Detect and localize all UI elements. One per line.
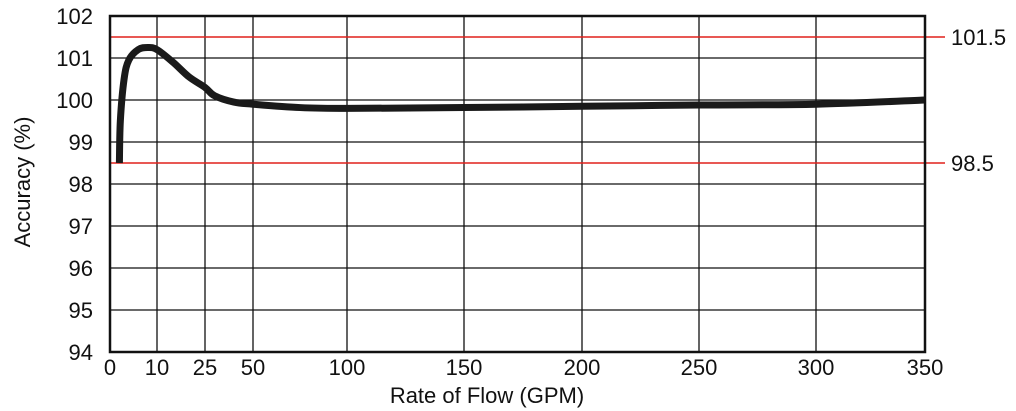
y-tick-label: 98 [69,172,93,197]
x-tick-label: 250 [681,355,718,380]
series-layer [115,43,926,164]
x-tick-label: 350 [907,355,944,380]
x-tick-labels: 0 10 25 50 100 150 200 250 300 350 [104,355,943,380]
y-tick-label: 100 [56,88,93,113]
x-tick-label: 100 [329,355,366,380]
y-tick-label: 101 [56,46,93,71]
x-tick-label: 25 [193,355,217,380]
x-tick-label: 10 [145,355,169,380]
y-tick-label: 95 [69,298,93,323]
y-tick-label: 94 [69,340,93,365]
x-tick-label: 50 [241,355,265,380]
plot-border [108,14,927,354]
x-axis-label: Rate of Flow (GPM) [390,383,584,408]
series-line [115,43,926,164]
y-tick-labels: 94 95 96 97 98 99 100 101 102 [56,4,93,365]
y-tick-label: 102 [56,4,93,29]
y-tick-label: 97 [69,214,93,239]
x-tick-label: 300 [798,355,835,380]
y-axis-label: Accuracy (%) [10,117,35,248]
reference-lines: 101.5 98.5 [110,25,1006,176]
y-tick-label: 99 [69,130,93,155]
horizontal-gridlines [110,57,925,311]
reference-line-label: 98.5 [951,151,994,176]
reference-line-label: 101.5 [951,25,1006,50]
x-tick-label: 200 [564,355,601,380]
x-tick-label: 150 [446,355,483,380]
y-tick-label: 96 [69,256,93,281]
x-tick-label: 0 [104,355,116,380]
